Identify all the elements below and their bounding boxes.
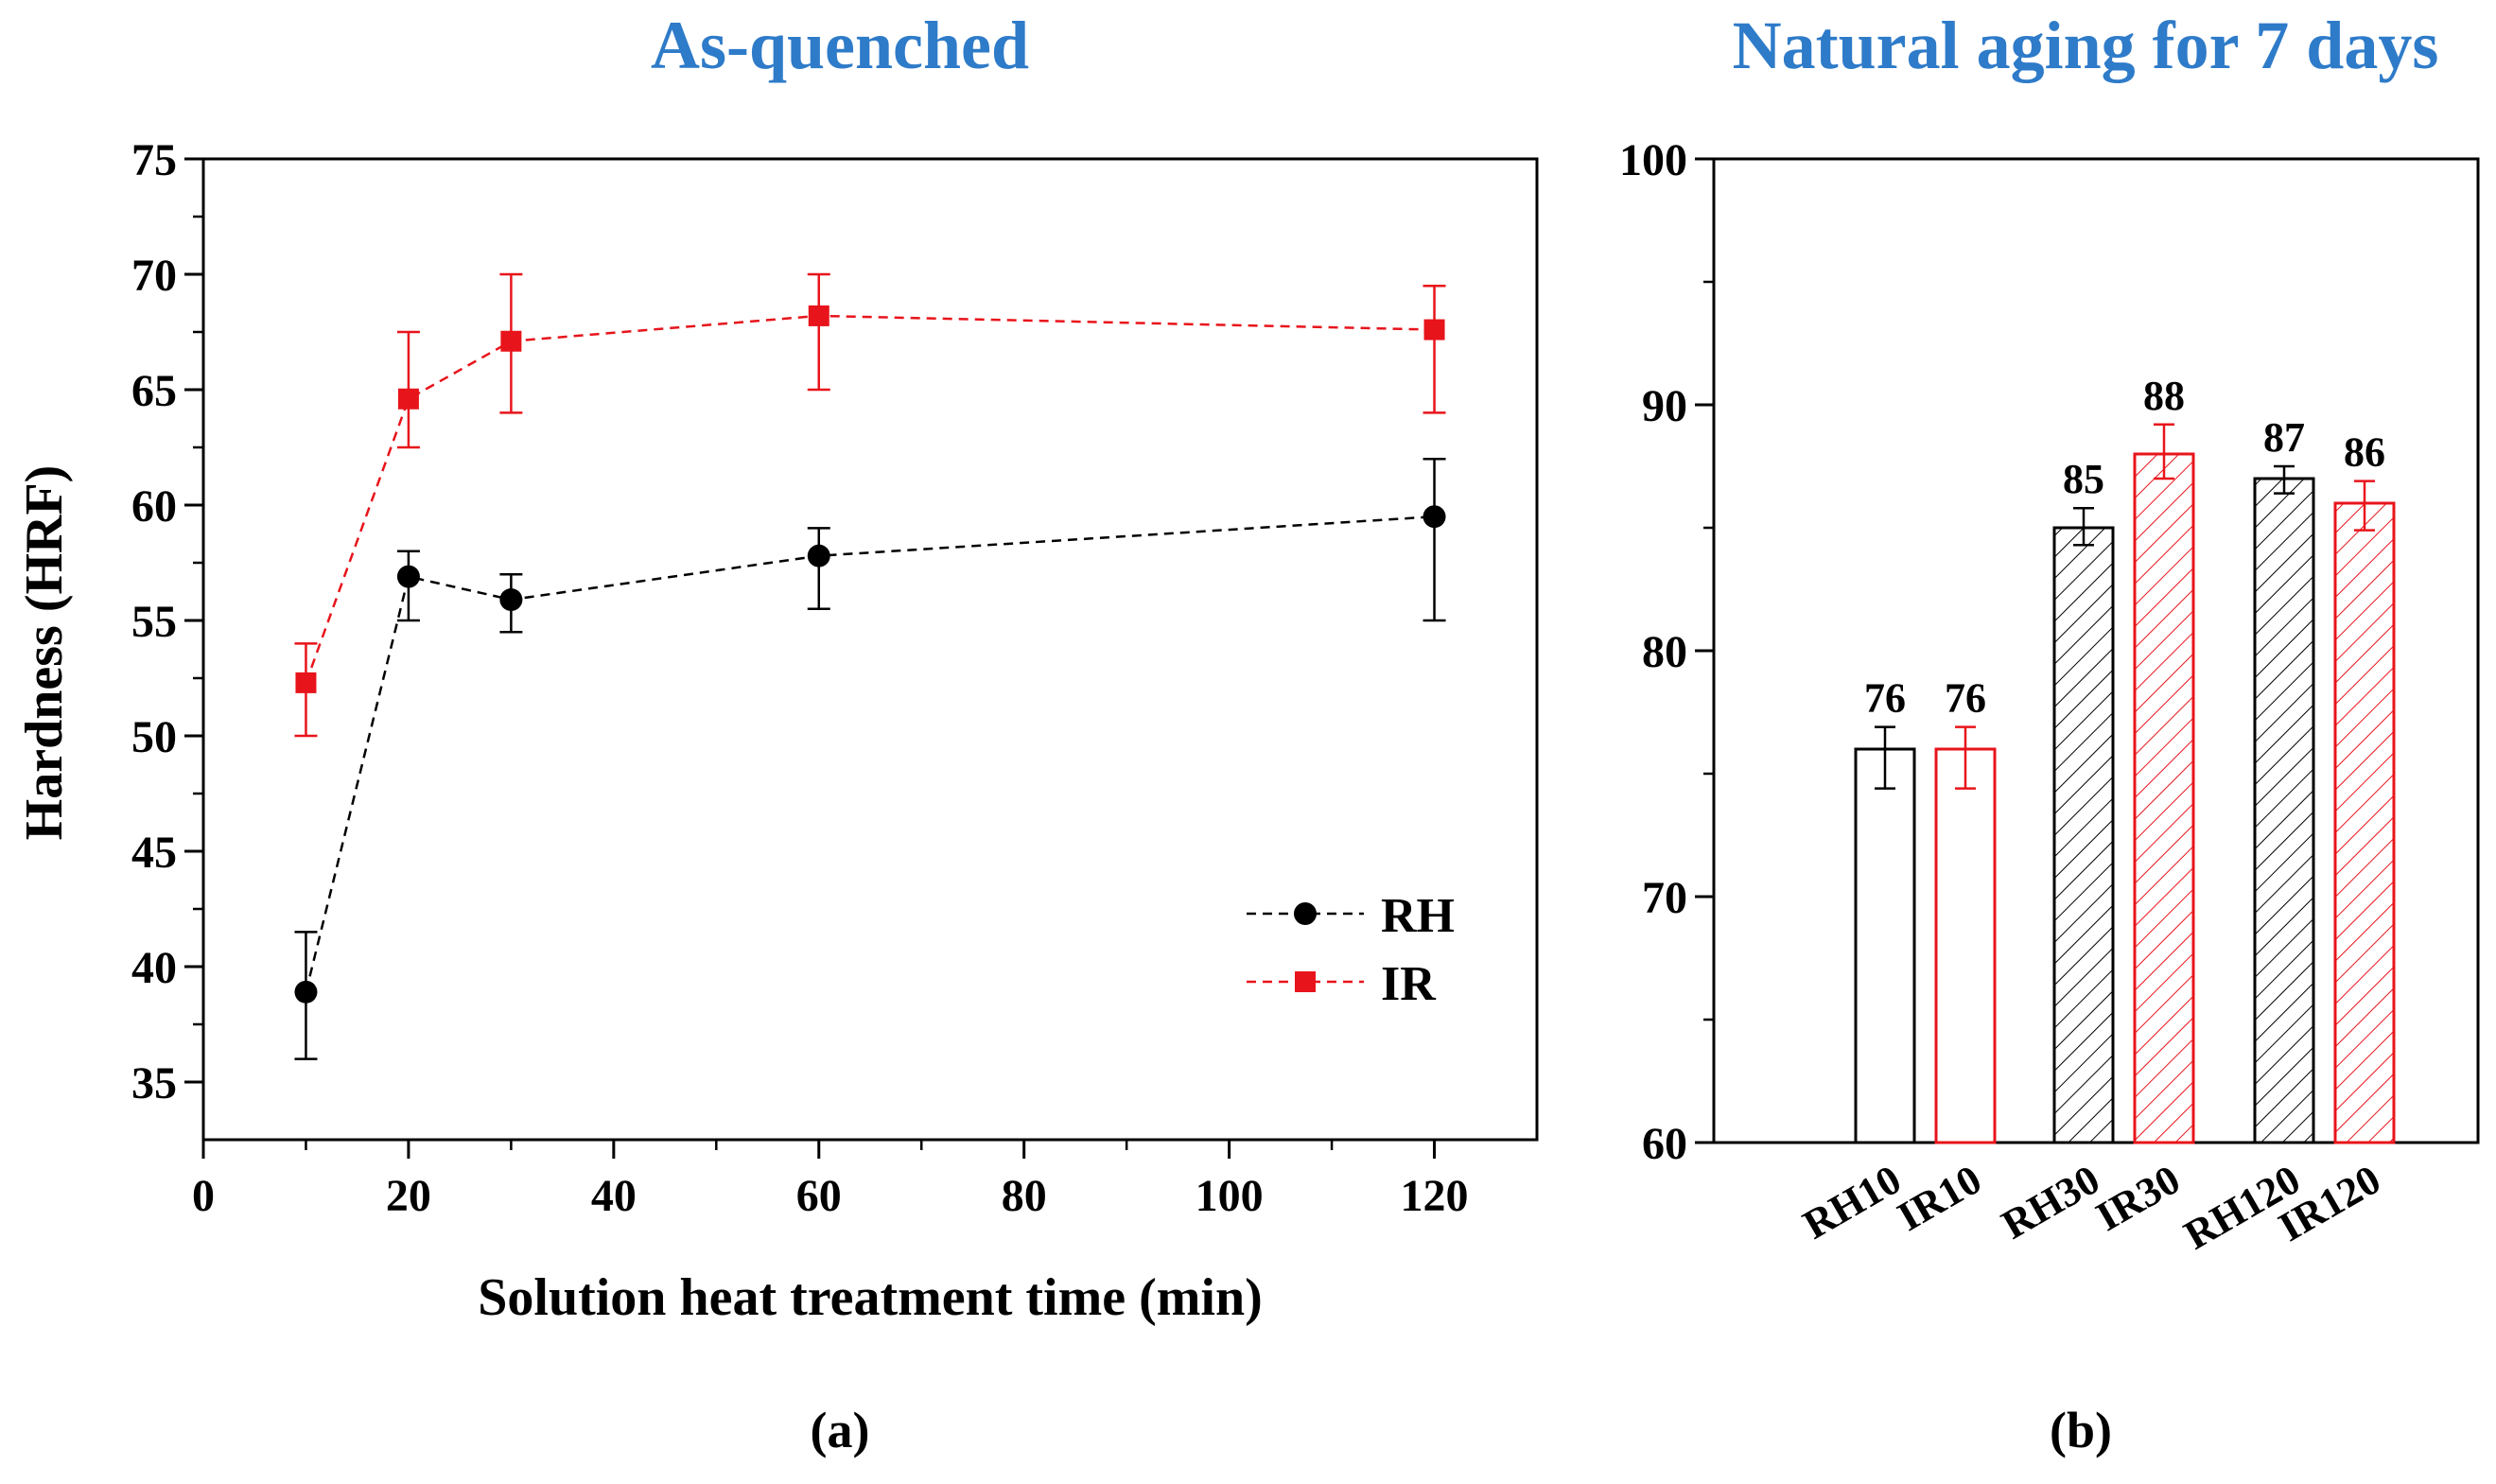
bar-rh10 [1854, 747, 1916, 1144]
y-tick-label: 70 [131, 251, 177, 301]
bar-value-label: 76 [1864, 675, 1906, 722]
bar-value-label: 85 [2063, 456, 2104, 502]
x-tick-label: IR10 [1890, 1156, 1989, 1240]
panel-b-bars-layer: 76 76 85 88 87 86 [1854, 373, 2396, 1144]
x-tick-label: IR30 [2088, 1156, 2188, 1240]
rh-point [499, 588, 523, 612]
rh-point [396, 565, 420, 588]
x-tick-label: 80 [1002, 1171, 1047, 1221]
ir-series-line [305, 314, 1435, 684]
legend-ir-label: IR [1381, 957, 1437, 1011]
x-tick-label: 100 [1196, 1171, 1264, 1221]
legend-rh-label: RH [1381, 889, 1455, 943]
ir-point [397, 388, 419, 410]
panel-a-plot-frame [201, 157, 1539, 1142]
x-tick-label: 120 [1401, 1171, 1469, 1221]
panel-a-legend: RH IR [1247, 889, 1455, 1011]
panel-a-x-axis-label: Solution heat treatment time (min) [478, 1268, 1263, 1327]
panel-a-y-axis: 35 40 45 50 55 60 65 70 75 [131, 135, 203, 1109]
panel-b-label: (b) [2050, 1402, 2112, 1458]
x-tick-label: 40 [591, 1171, 637, 1221]
rh-point [1423, 505, 1446, 529]
panel-a-label: (a) [811, 1402, 870, 1458]
bar-value-label: 76 [1945, 675, 1986, 722]
bar-value-label: 86 [2344, 429, 2385, 476]
rh-point [294, 980, 318, 1004]
panel-a-title: As-quenched [651, 8, 1029, 83]
x-tick-label: 0 [192, 1171, 215, 1221]
ir-point [500, 330, 522, 352]
y-tick-label: 50 [131, 712, 177, 762]
y-tick-label: 70 [1642, 873, 1687, 923]
bar-rh120 [2253, 477, 2315, 1144]
panel-a-x-axis: 0 20 40 60 80 100 120 [192, 1140, 1469, 1221]
x-tick-label: 60 [796, 1171, 842, 1221]
panel-b-title: Natural aging for 7 days [1733, 8, 2439, 83]
bar-value-label: 88 [2143, 373, 2185, 419]
panel-a-y-axis-label: Hardness (HRF) [15, 465, 74, 841]
bar-ir120 [2333, 501, 2396, 1144]
legend-rh-marker [1294, 902, 1317, 925]
y-tick-label: 65 [131, 366, 177, 416]
panel-a-series-layer [294, 272, 1446, 1060]
bar-ir10 [1934, 747, 1997, 1144]
y-tick-label: 100 [1619, 135, 1687, 185]
panel-b-y-axis: 60 70 80 90 100 [1619, 135, 1714, 1169]
bar-ir30 [2133, 452, 2195, 1144]
bar-rh30 [2052, 526, 2115, 1144]
y-tick-label: 45 [131, 828, 177, 878]
ir-point [808, 305, 829, 326]
x-tick-label: 20 [386, 1171, 431, 1221]
y-tick-label: 80 [1642, 627, 1687, 677]
ir-point [1423, 319, 1445, 340]
y-tick-label: 35 [131, 1058, 177, 1109]
y-tick-label: 60 [131, 481, 177, 532]
y-tick-label: 90 [1642, 381, 1687, 431]
ir-point [295, 672, 317, 693]
panel-a: As-quenched 35 40 45 50 55 60 65 70 75 0 20 40 60 80… [15, 8, 1539, 1458]
y-tick-label: 75 [131, 135, 177, 185]
legend-ir-marker [1295, 971, 1316, 992]
y-tick-label: 55 [131, 597, 177, 647]
y-tick-label: 60 [1642, 1119, 1687, 1169]
rh-series-line [305, 515, 1435, 993]
y-tick-label: 40 [131, 943, 177, 993]
rh-point [807, 544, 830, 567]
bar-value-label: 87 [2263, 414, 2305, 461]
